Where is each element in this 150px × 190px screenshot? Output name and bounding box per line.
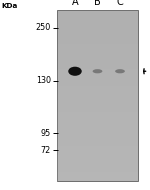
Bar bbox=[57, 95, 138, 104]
Bar bbox=[57, 78, 138, 86]
Bar bbox=[57, 27, 138, 35]
Bar bbox=[57, 52, 138, 61]
Bar bbox=[57, 61, 138, 69]
Bar bbox=[57, 10, 138, 18]
Text: 250: 250 bbox=[36, 23, 51, 32]
Bar bbox=[57, 155, 138, 163]
Text: C: C bbox=[117, 0, 123, 7]
Bar bbox=[57, 172, 138, 180]
Bar bbox=[57, 44, 138, 52]
Bar bbox=[57, 112, 138, 121]
Ellipse shape bbox=[93, 69, 102, 73]
Bar bbox=[57, 129, 138, 138]
Bar bbox=[57, 10, 138, 180]
Text: KDa: KDa bbox=[2, 2, 18, 9]
Bar bbox=[57, 138, 138, 146]
Bar bbox=[57, 104, 138, 112]
Text: A: A bbox=[72, 0, 78, 7]
Text: 95: 95 bbox=[41, 128, 51, 138]
Bar bbox=[57, 86, 138, 95]
Text: 130: 130 bbox=[36, 76, 51, 85]
Bar bbox=[57, 69, 138, 78]
Bar bbox=[57, 121, 138, 129]
Text: B: B bbox=[94, 0, 101, 7]
Bar bbox=[57, 35, 138, 44]
Bar bbox=[57, 163, 138, 172]
Ellipse shape bbox=[115, 69, 125, 73]
Ellipse shape bbox=[68, 67, 82, 76]
Text: 72: 72 bbox=[41, 146, 51, 155]
Bar bbox=[57, 18, 138, 27]
Bar bbox=[57, 146, 138, 155]
